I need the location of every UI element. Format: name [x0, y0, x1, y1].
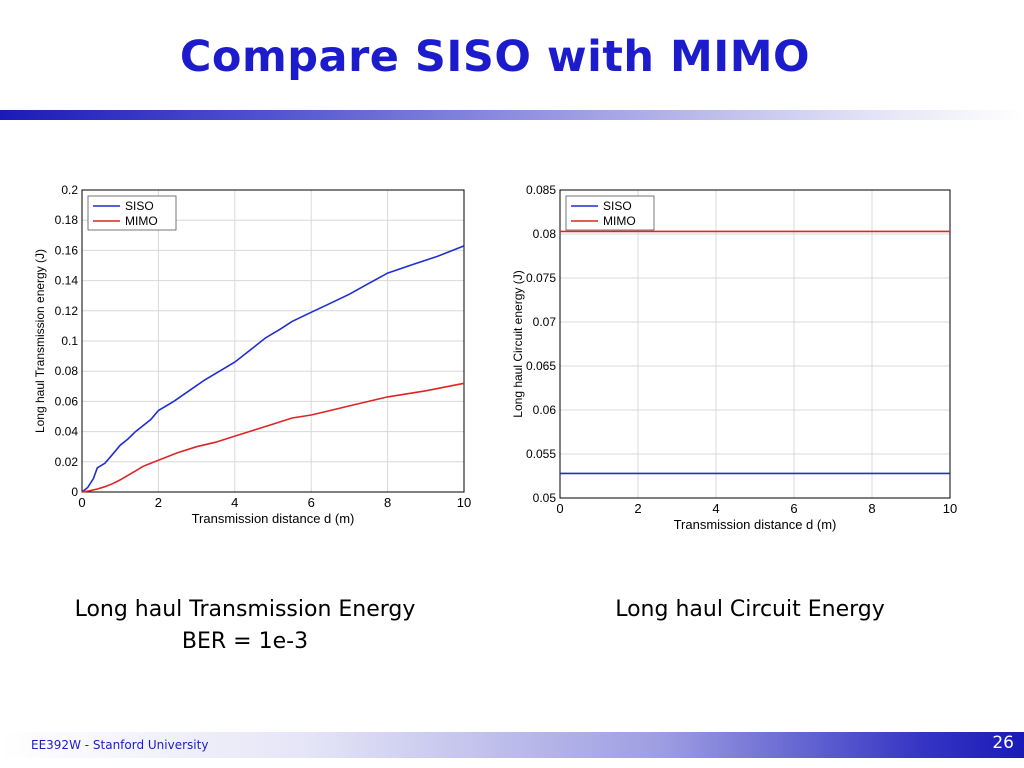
y-tick-label: 0.05: [533, 491, 557, 505]
legend-label-mimo: MIMO: [603, 214, 636, 228]
x-tick-label: 8: [868, 501, 875, 516]
plot-area: [560, 190, 950, 498]
y-tick-label: 0.07: [533, 315, 557, 329]
y-tick-label: 0.1: [61, 334, 78, 348]
x-tick-label: 6: [790, 501, 797, 516]
x-tick-label: 0: [78, 495, 85, 510]
x-tick-label: 2: [155, 495, 162, 510]
circuit-energy-chart: 0 2 4 6 8 10 0.05 0.055 0.06 0.065 0.07 0.075 0.08 0.…: [511, 183, 957, 532]
plot-frame: [81, 189, 465, 493]
y-tick-label: 0.04: [55, 425, 79, 439]
x-tick-label: 0: [556, 501, 563, 516]
y-tick-label: 0.14: [55, 274, 79, 288]
legend-label-siso: SISO: [125, 199, 154, 213]
x-tick-label: 4: [712, 501, 719, 516]
right-chart-caption: Long haul Circuit Energy: [615, 597, 885, 622]
plot-frame: [559, 189, 951, 499]
legend-label-siso: SISO: [603, 199, 632, 213]
x-tick-label: 8: [384, 495, 391, 510]
y-tick-label: 0.06: [533, 403, 557, 417]
legend-label-mimo: MIMO: [125, 214, 158, 228]
y-tick-label: 0.06: [55, 394, 79, 408]
x-axis-label: Transmission distance d (m): [192, 511, 355, 526]
legend-box: [87, 195, 177, 231]
page-number: 26: [992, 733, 1014, 753]
transmission-energy-chart: 0 2 4 6 8 10 0 0.02 0.04 0.06 0.08 0.1 0.12 0.14 0.16 0…: [33, 183, 471, 526]
y-tick-label: 0.055: [526, 447, 556, 461]
footer-bar: [0, 732, 1024, 758]
y-tick-label: 0.085: [526, 183, 556, 197]
title-underline-bar: [0, 110, 1024, 120]
y-tick-label: 0.16: [55, 243, 79, 257]
y-tick-label: 0.065: [526, 359, 556, 373]
y-tick-label: 0.08: [533, 227, 557, 241]
legend-box: [565, 195, 655, 231]
y-tick-label: 0.075: [526, 271, 556, 285]
y-tick-label: 0.18: [55, 213, 79, 227]
x-axis-label: Transmission distance d (m): [674, 517, 837, 532]
series-line-siso: [81, 245, 465, 493]
x-tick-label: 2: [634, 501, 641, 516]
y-tick-label: 0.2: [61, 183, 78, 197]
left-caption-line2: BER = 1e-3: [181, 629, 309, 654]
x-tick-label: 10: [943, 501, 957, 516]
left-caption-line1: Long haul Transmission Energy: [74, 597, 416, 622]
y-tick-label: 0.02: [55, 455, 79, 469]
y-tick-label: 0.08: [55, 364, 79, 378]
y-tick-label: 0.12: [55, 304, 79, 318]
left-chart-caption: Long haul Transmission Energy BER = 1e-3: [20, 594, 470, 658]
x-tick-label: 10: [457, 495, 471, 510]
x-tick-label: 4: [231, 495, 238, 510]
x-tick-label: 6: [308, 495, 315, 510]
y-axis-label: Long haul Transmission energy (J): [33, 249, 47, 433]
series-line-mimo: [81, 382, 465, 493]
slide-title: Compare SISO with MIMO: [179, 32, 811, 82]
y-tick-label: 0: [71, 485, 78, 499]
footer-text: EE392W - Stanford University: [31, 738, 209, 752]
y-axis-label: Long haul Circuit energy (J): [511, 270, 525, 417]
